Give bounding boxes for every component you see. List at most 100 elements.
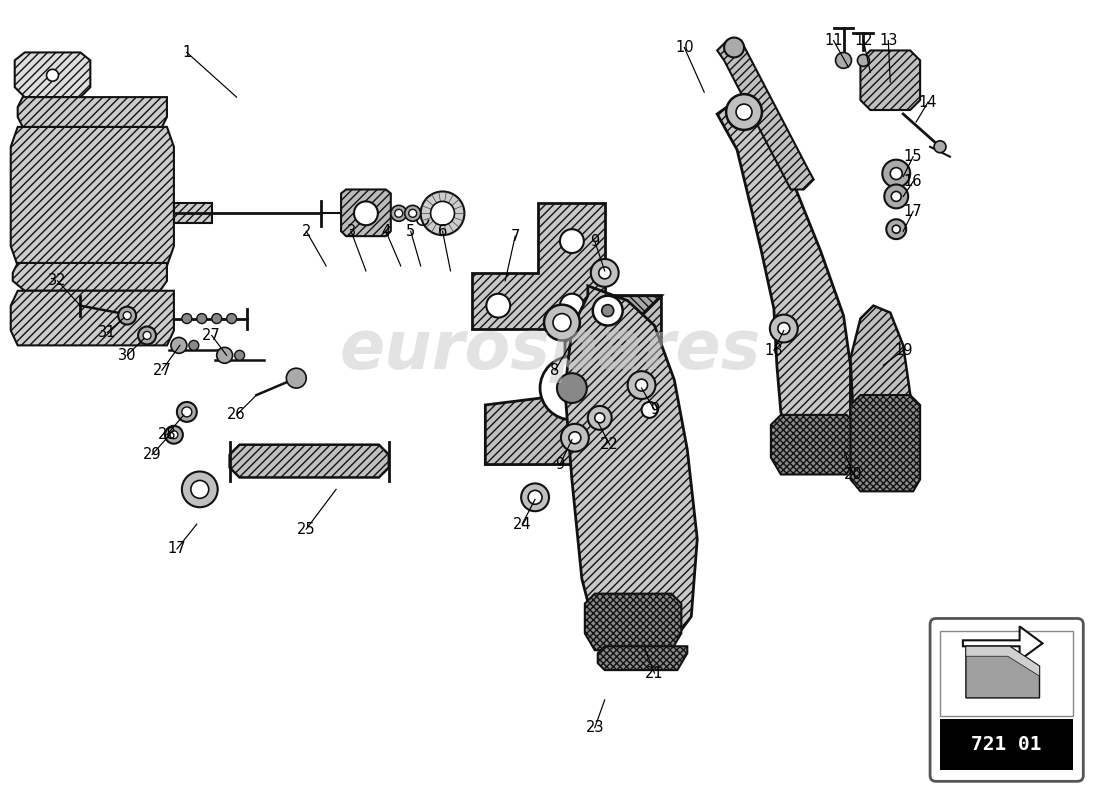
Circle shape [420,191,464,235]
Text: 6: 6 [438,224,448,238]
Polygon shape [962,626,1043,660]
Circle shape [560,294,584,318]
Circle shape [602,305,614,317]
Polygon shape [341,190,390,236]
Text: 25: 25 [297,522,316,537]
Circle shape [544,305,580,341]
Circle shape [891,191,901,202]
Circle shape [169,430,178,438]
Circle shape [395,210,403,218]
Circle shape [736,104,752,120]
Text: 14: 14 [918,94,937,110]
Circle shape [354,202,378,226]
Circle shape [778,322,790,334]
Polygon shape [597,646,688,670]
Circle shape [182,471,218,507]
Polygon shape [565,286,697,650]
Circle shape [486,294,510,318]
Text: 19: 19 [894,343,913,358]
Text: 17: 17 [904,204,923,219]
Text: 13: 13 [879,33,898,48]
Polygon shape [485,296,661,465]
Circle shape [598,267,611,279]
Circle shape [557,373,586,403]
Polygon shape [472,203,605,329]
Polygon shape [14,53,90,97]
Circle shape [197,314,207,323]
Text: 31: 31 [98,325,117,340]
Polygon shape [230,445,388,478]
Text: 28: 28 [157,427,176,442]
Circle shape [560,229,584,253]
Circle shape [641,402,658,418]
Circle shape [595,413,605,423]
Circle shape [190,481,209,498]
Text: 32: 32 [48,274,67,288]
Text: 21: 21 [646,666,663,681]
Circle shape [770,314,798,342]
Circle shape [118,306,136,325]
Text: 9: 9 [650,402,659,418]
Circle shape [569,432,581,444]
Text: 20: 20 [844,467,862,482]
Text: 721 01: 721 01 [971,735,1042,754]
Text: 4: 4 [382,224,390,238]
Circle shape [227,314,236,323]
Polygon shape [585,594,681,650]
Circle shape [143,331,151,339]
Circle shape [211,314,222,323]
Polygon shape [850,306,913,487]
Text: 29: 29 [143,447,162,462]
Circle shape [540,356,604,420]
Circle shape [884,185,909,208]
Text: 12: 12 [854,33,872,48]
Text: eurospares: eurospares [339,318,761,383]
Circle shape [561,424,588,452]
Circle shape [628,371,656,399]
Circle shape [726,94,762,130]
Text: 5: 5 [406,224,416,238]
Circle shape [836,53,851,68]
Text: 24: 24 [513,517,531,532]
Polygon shape [771,415,857,474]
Circle shape [182,407,191,417]
Text: 1: 1 [183,45,191,60]
Circle shape [177,402,197,422]
Text: 30: 30 [118,348,136,363]
Circle shape [892,226,900,233]
Circle shape [934,141,946,153]
Circle shape [189,341,199,350]
Circle shape [587,406,612,430]
Polygon shape [11,127,174,266]
Text: 16: 16 [904,174,923,189]
Circle shape [636,379,648,391]
Text: 7: 7 [510,229,520,244]
Polygon shape [966,646,1040,676]
Text: 22: 22 [601,437,619,452]
Circle shape [139,326,156,344]
Circle shape [890,168,902,179]
Polygon shape [13,263,167,290]
Circle shape [521,483,549,511]
Circle shape [724,38,744,58]
Polygon shape [174,203,211,223]
Circle shape [165,426,183,444]
Text: 26: 26 [228,407,246,422]
Text: 3: 3 [346,224,355,238]
Text: 8: 8 [550,362,560,378]
Circle shape [46,70,58,82]
Circle shape [528,490,542,504]
Circle shape [887,219,906,239]
Polygon shape [11,290,174,346]
Circle shape [123,312,131,319]
Text: 27: 27 [202,328,221,343]
Circle shape [234,350,244,360]
Text: 17: 17 [167,542,186,557]
Polygon shape [18,97,167,127]
Text: 18: 18 [764,343,783,358]
Text: 15: 15 [904,150,923,164]
Circle shape [606,317,629,341]
Polygon shape [966,646,1040,698]
Polygon shape [565,296,661,329]
Polygon shape [850,395,920,491]
